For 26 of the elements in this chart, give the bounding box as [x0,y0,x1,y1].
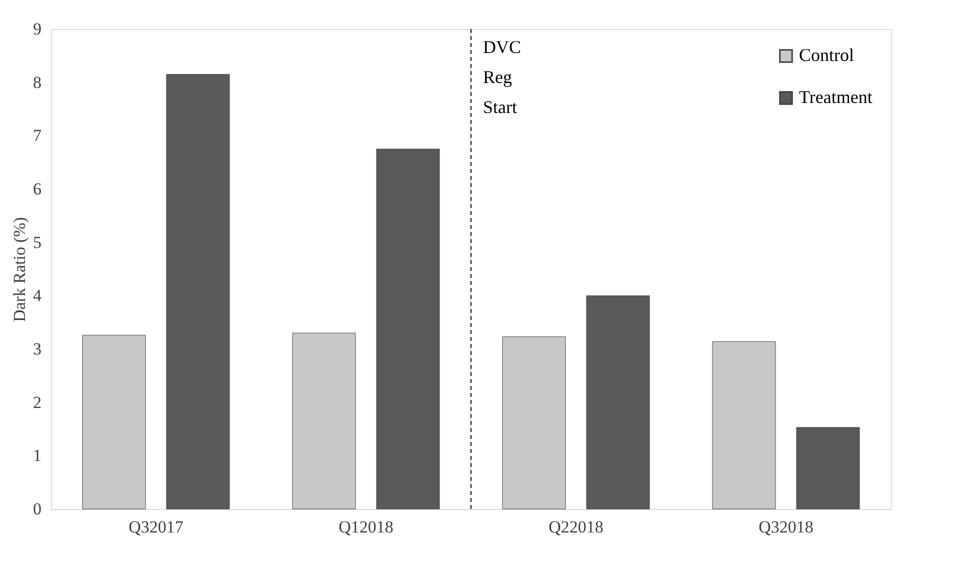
bar [82,334,146,510]
y-tick-label: 7 [33,126,42,146]
bar [292,332,356,510]
y-tick-label: 0 [33,500,42,518]
x-tick-label: Q22018 [548,518,604,536]
bar [796,427,860,510]
bar [502,336,566,510]
legend-label: Control [799,45,854,65]
bar [586,295,650,510]
bar [166,74,230,510]
y-axis-title: Dark Ratio (%) [10,217,29,322]
bar [376,148,440,510]
x-tick-label: Q32018 [758,518,814,536]
annotation: DVC Reg Start [483,37,522,117]
y-tick-label: 3 [33,340,42,358]
legend-label: Treatment [799,87,872,107]
y-tick-label: 2 [33,392,42,412]
y-tick-label: 5 [33,232,42,252]
bar [712,341,776,510]
y-tick-label: 6 [33,180,42,198]
x-tick-label: Q12018 [338,518,394,536]
y-tick-label: 4 [33,286,42,306]
y-tick-label: 8 [33,72,42,92]
y-tick-label: 1 [33,446,42,466]
x-tick-label: Q32017 [128,518,184,536]
y-tick-label: 9 [33,20,42,38]
